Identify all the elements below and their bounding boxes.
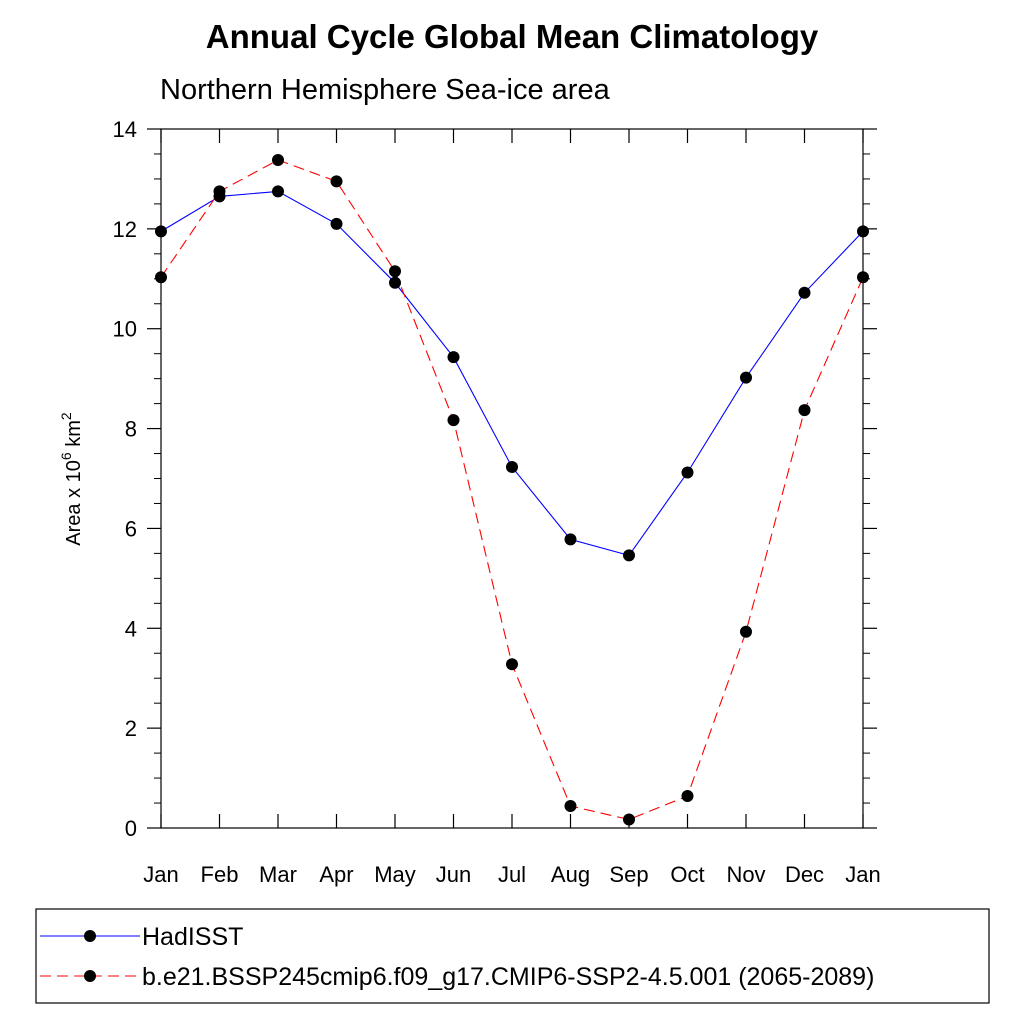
series-1-point (857, 225, 869, 238)
legend-marker-1 (84, 930, 96, 942)
series-2-point (389, 265, 401, 278)
series-1-point (155, 225, 167, 238)
legend-marker-2 (84, 970, 96, 982)
legend: HadISST b.e21.BSSP245cmip6.f09_g17.CMIP6-… (40, 923, 874, 991)
legend-label-2: b.e21.BSSP245cmip6.f09_g17.CMIP6-SSP2-4.… (142, 963, 874, 991)
series-2-point (740, 625, 752, 638)
series-2-point (155, 271, 167, 284)
x-tick-label: Mar (259, 862, 297, 887)
y-tick-label: 14 (113, 117, 137, 142)
x-tick-label: Feb (201, 862, 239, 887)
series-1-point (389, 276, 401, 289)
y-tick-label: 12 (113, 217, 137, 242)
series-2-point (564, 800, 577, 813)
series-line-1 (160, 190, 864, 557)
series-1-point (564, 533, 577, 546)
x-tick-label: Jun (436, 862, 471, 887)
axis-ticks (147, 128, 877, 829)
series-1-point (740, 371, 752, 384)
chart-subtitle: Northern Hemisphere Sea-ice area (160, 74, 611, 106)
series-layer (155, 153, 869, 826)
y-tick-label: 6 (125, 516, 137, 541)
x-tick-label: Sep (609, 862, 648, 887)
series-2-point (623, 813, 635, 826)
series-2-point (506, 658, 518, 671)
axis-tick-labels: 0 2 4 6 8 10 12 14 Jan Feb Mar Apr May Jun Jul Aug Sep Oc… (113, 117, 881, 887)
series-2-point (272, 153, 284, 166)
x-tick-label: Oct (670, 862, 704, 887)
y-tick-label: 10 (113, 317, 137, 342)
x-tick-label: May (374, 862, 416, 887)
y-tick-label: 2 (125, 716, 137, 741)
legend-box (35, 908, 990, 1004)
series-2-point (213, 185, 226, 198)
legend-label-1: HadISST (142, 923, 243, 951)
series-2-point (857, 271, 869, 284)
chart-title: Annual Cycle Global Mean Climatology (206, 18, 819, 55)
y-tick-label: 4 (125, 616, 137, 641)
series-1-point (623, 549, 635, 562)
series-1-point (272, 185, 284, 198)
x-tick-label: Jul (498, 862, 526, 887)
series-1-point (681, 466, 694, 479)
x-tick-label: Jan (845, 862, 880, 887)
series-2-point (330, 175, 343, 188)
x-tick-label: Aug (551, 862, 590, 887)
series-2-point (798, 404, 811, 417)
series-line-2 (160, 159, 864, 821)
series-1-point (330, 217, 343, 230)
plot-frame (160, 128, 864, 829)
series-1-point (798, 286, 811, 299)
series-1-point (506, 461, 518, 474)
x-tick-label: Nov (726, 862, 765, 887)
x-tick-label: Jan (143, 862, 178, 887)
y-axis-label: Area x 106 km2 (58, 412, 85, 546)
series-1-point (447, 351, 460, 364)
x-tick-label: Dec (785, 862, 824, 887)
y-tick-label: 0 (125, 816, 137, 841)
y-tick-label: 8 (125, 417, 137, 442)
x-tick-label: Apr (319, 862, 353, 887)
series-2-point (681, 790, 694, 803)
series-2-point (447, 414, 460, 427)
